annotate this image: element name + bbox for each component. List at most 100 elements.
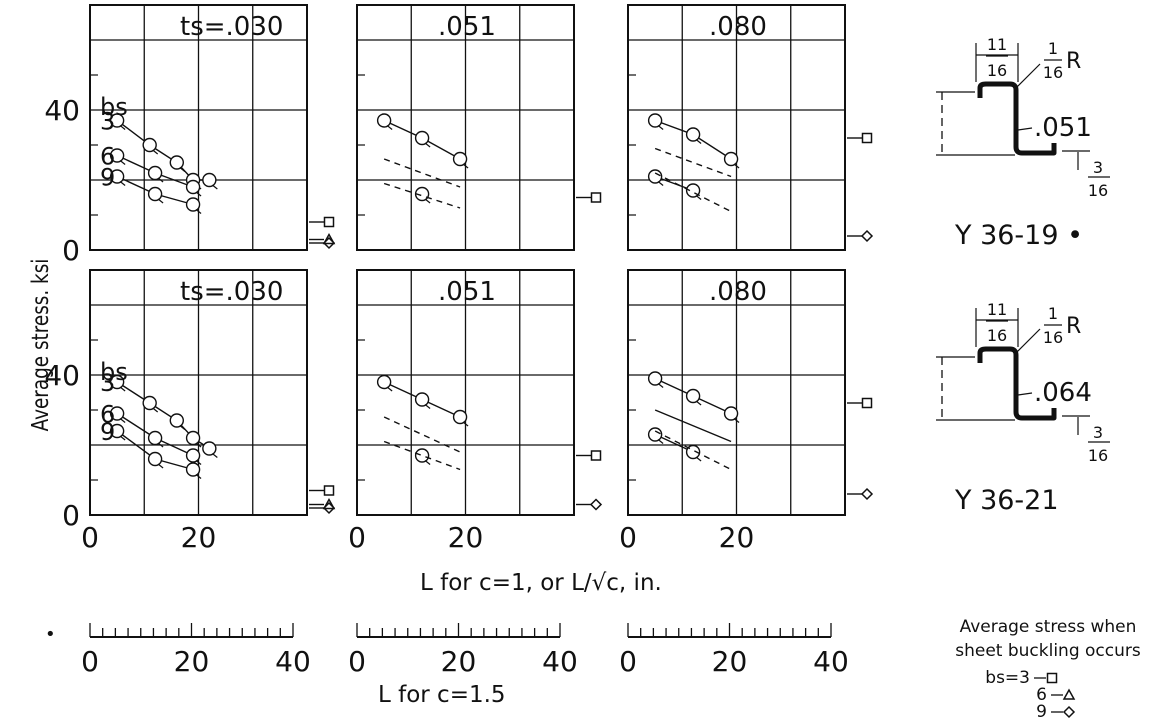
bs-label-9: 9: [100, 418, 115, 446]
scale-tick-label-0: 0: [619, 645, 637, 678]
bs-label-3: 3: [100, 108, 115, 136]
data-point: [685, 388, 701, 404]
data-point: [185, 462, 201, 477]
scale-2: 0 20 40: [348, 623, 578, 678]
data-point: [109, 374, 125, 390]
data-point-flag: [386, 125, 393, 130]
data-point-flag: [119, 418, 126, 423]
z-section-profile: [977, 346, 1057, 421]
x-tick-label-0: 0: [619, 521, 637, 554]
data-point-flag: [424, 198, 431, 204]
data-point-flag: [195, 460, 202, 465]
x2-axis-label: L for c=1.5: [378, 682, 506, 708]
data-point-flag: [157, 198, 164, 204]
data-point-flag: [119, 160, 126, 165]
scale-3: 0 20 40: [619, 623, 849, 678]
panel-1: ts=.030 bs3 69 40 0: [44, 4, 336, 267]
data-point-flag: [695, 139, 702, 144]
data-point-flag: [119, 435, 126, 441]
legend-entry-3: 9: [1036, 702, 1076, 719]
data-point: [647, 169, 663, 184]
secondary-scales: • 0 20 40 0 20 40 0 20 40: [45, 623, 849, 678]
x-tick-label-20: 20: [719, 521, 755, 554]
data-point: [723, 151, 739, 167]
data-point: [414, 130, 430, 146]
buckling-triangle-marker: [322, 497, 336, 510]
data-point-flag: [424, 142, 431, 148]
series-line-bs-6: [654, 409, 732, 443]
buckling-markers: [309, 485, 336, 515]
data-point-flag: [657, 181, 664, 186]
panel-title: .051: [438, 12, 496, 42]
data-point-flag: [695, 400, 702, 406]
scale-tick-label-0: 0: [81, 645, 99, 678]
data-point: [685, 127, 701, 142]
data-point: [376, 113, 392, 128]
data-point: [109, 423, 125, 439]
data-point-flag: [119, 125, 126, 130]
y-tick-label-0: 0: [62, 234, 80, 267]
lip-numerator: 3: [1093, 423, 1103, 442]
data-point-flag: [195, 442, 202, 448]
radius-leader: [1015, 63, 1041, 89]
data-point: [185, 430, 201, 446]
scale-tick-label-20: 20: [174, 645, 210, 678]
buckling-diamond-marker: [860, 487, 874, 501]
panel-title: .080: [709, 277, 767, 307]
data-point: [109, 113, 125, 128]
radius-denominator: 16: [1043, 328, 1063, 347]
data-point: [169, 155, 185, 170]
buckling-diamond-marker: [322, 236, 336, 250]
stray-dot: •: [45, 624, 56, 645]
lip-numerator: 3: [1093, 158, 1103, 177]
data-point: [147, 430, 163, 446]
legend-title-line2: sheet buckling occurs: [955, 641, 1141, 661]
flange-denominator: 16: [987, 326, 1007, 345]
buckling-markers: [309, 216, 336, 250]
data-point-flag: [195, 474, 202, 479]
buckling-square-marker: [323, 485, 335, 496]
scale-1: 0 20 40: [81, 623, 311, 678]
x-axis-label: L for c=1, or L/√c, in.: [420, 570, 662, 596]
data-point-flag: [157, 177, 164, 183]
data-point-flag: [424, 404, 431, 409]
data-point: [185, 179, 201, 195]
panel-4: ts=.030 bs3 69 40 00 20: [44, 269, 336, 554]
x-tick-label-20: 20: [448, 521, 484, 554]
legend: Average stress when sheet buckling occurs…: [955, 617, 1141, 719]
data-point: [142, 137, 157, 153]
buckling-markers: [576, 192, 602, 203]
data-point-flag: [733, 418, 740, 423]
data-point: [202, 441, 217, 456]
data-point-flag: [195, 209, 202, 214]
thickness-leader: [1017, 127, 1033, 131]
legend-triangle-marker: [1062, 688, 1076, 700]
radius-suffix: R: [1066, 49, 1081, 74]
section-name: Y 36-19 •: [954, 220, 1083, 251]
data-point: [185, 197, 201, 212]
data-point-flag: [695, 195, 702, 200]
bs-label-6: 6: [100, 143, 115, 171]
data-point: [169, 413, 185, 428]
data-point-flag: [195, 191, 202, 197]
bs-label: bs: [100, 358, 128, 386]
data-point-flag: [179, 425, 186, 430]
series-line-bs-3: [116, 119, 210, 181]
data-point-flag: [152, 149, 159, 155]
data-point-flag: [657, 383, 664, 388]
section-name: Y 36-21: [954, 485, 1059, 516]
flange-numerator: 11: [987, 35, 1007, 54]
data-point: [723, 406, 739, 421]
data-point: [452, 409, 468, 425]
data-point: [414, 392, 430, 407]
buckling-markers: [847, 397, 874, 501]
bs-label-3: 3: [100, 369, 115, 397]
data-point: [147, 186, 163, 202]
data-point: [147, 165, 163, 181]
panel-title: ts=.030: [180, 12, 283, 42]
data-point-flag: [424, 460, 431, 465]
data-point-flag: [733, 163, 740, 169]
buckling-triangle-marker: [322, 232, 336, 245]
x-tick-label-0: 0: [81, 521, 99, 554]
